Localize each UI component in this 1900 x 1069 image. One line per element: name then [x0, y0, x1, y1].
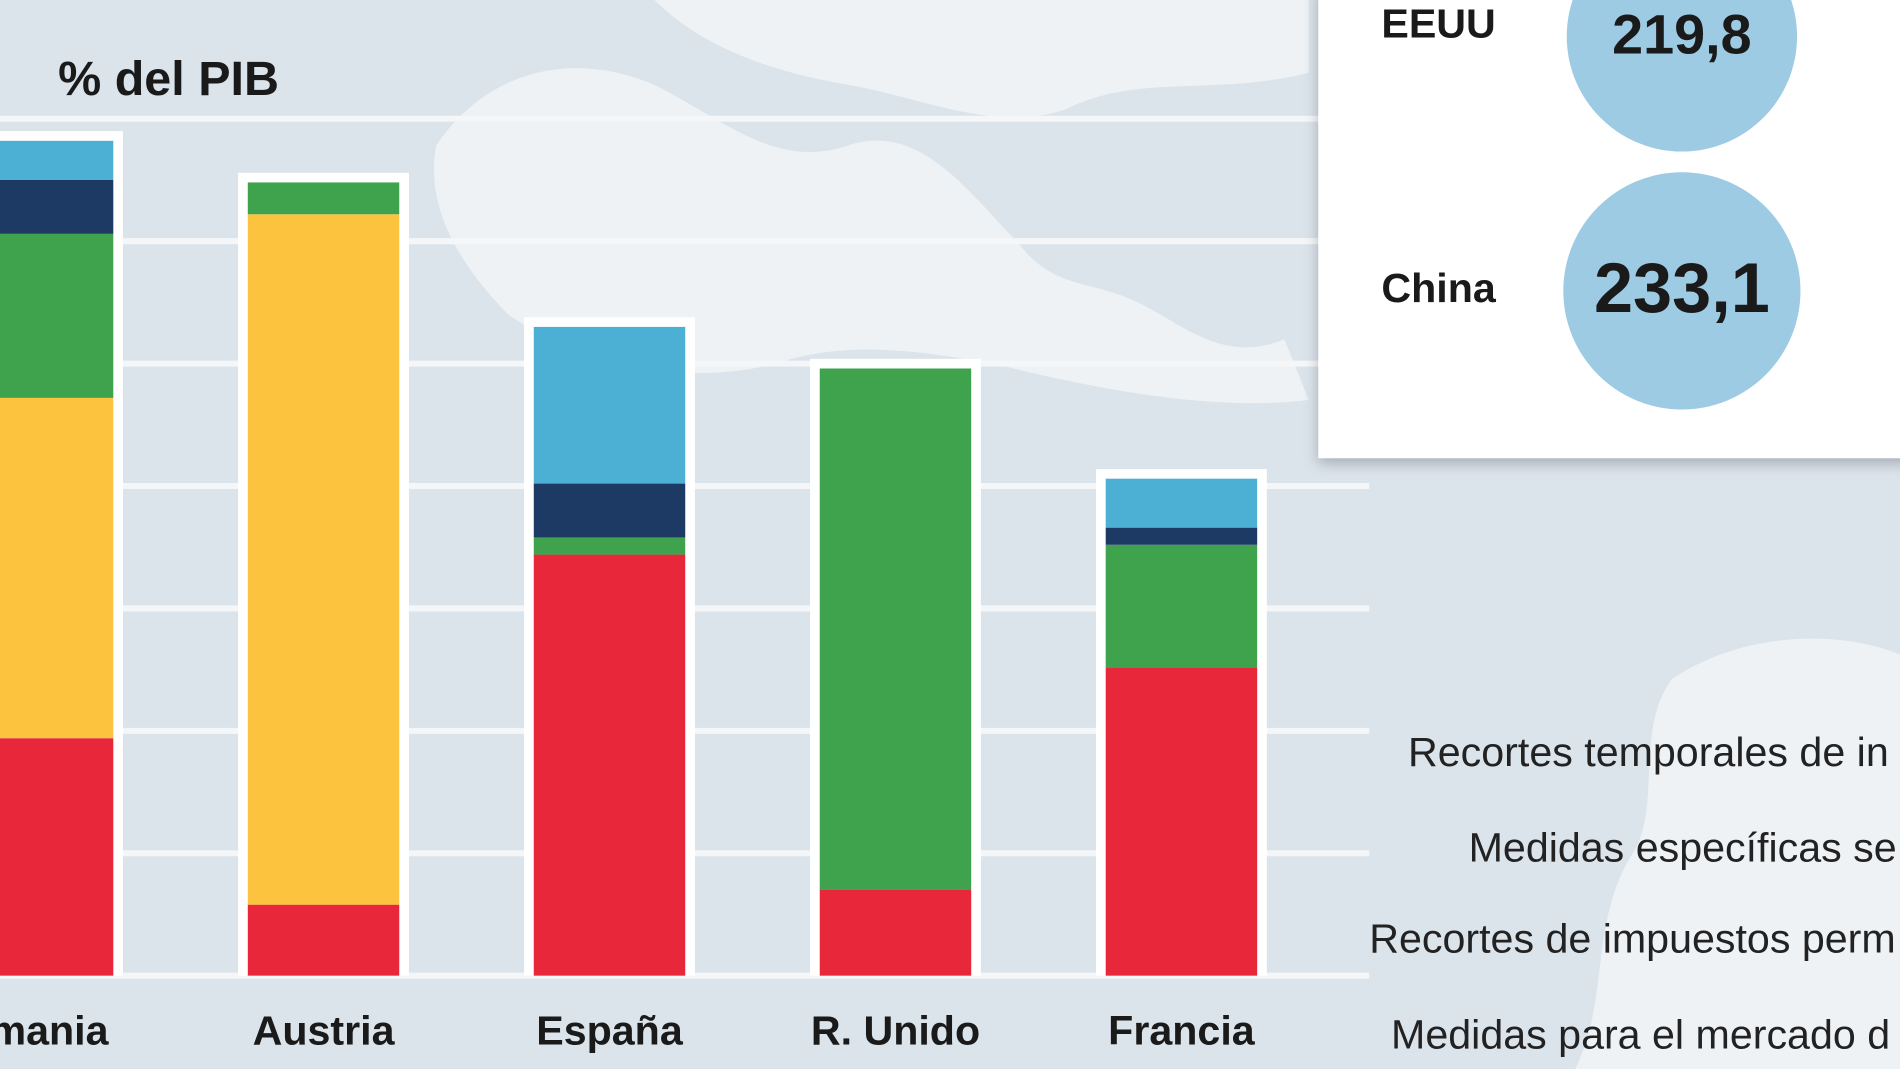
bar-segment [247, 182, 400, 215]
bar-segment [1105, 527, 1258, 545]
bubble-name: EEUU [1381, 1, 1495, 47]
chart-title: % del PIB [58, 52, 279, 106]
x-tick-label: emania [0, 1008, 110, 1054]
bar-segment [0, 397, 114, 739]
bar-segment [247, 214, 400, 905]
bar-segment [1105, 478, 1258, 528]
annotation: Recortes temporales de in [1408, 729, 1889, 775]
bubble [1563, 172, 1801, 410]
annotation: Recortes de impuestos perm [1369, 916, 1895, 962]
bubble-label: 219,8 [1612, 3, 1751, 65]
bar-segment [247, 904, 400, 976]
plot-area: emania Austria España R. Unido Francia [0, 115, 1370, 1054]
bar-segment [533, 554, 686, 976]
bar-segment [0, 233, 114, 398]
bar-segment [533, 326, 686, 484]
x-tick-label: Austria [253, 1008, 396, 1054]
bar-segment [1105, 667, 1258, 976]
bar-segment [533, 483, 686, 538]
x-tick-label: Francia [1108, 1008, 1256, 1054]
bar-segment [1105, 544, 1258, 668]
annotation: Medidas específicas se [1469, 825, 1897, 871]
bubble-name: China [1381, 265, 1496, 311]
bar-segment [0, 179, 114, 234]
bar-segment [819, 889, 972, 976]
x-tick-label: España [536, 1008, 684, 1054]
bubble [1566, 0, 1798, 152]
bubble-group: EEUU 219,8 China 233,1 [1381, 0, 1801, 410]
bar-segment [533, 537, 686, 555]
annotation: Medidas para el mercado d [1391, 1011, 1890, 1057]
bar-segment [819, 368, 972, 890]
annotation-group: Recortes temporales de in Medidas específ… [1369, 729, 1896, 1057]
x-tick-label: R. Unido [811, 1008, 980, 1054]
bar-segment [0, 140, 114, 180]
bar-segment [0, 738, 114, 976]
bubble-label: 233,1 [1594, 248, 1770, 327]
